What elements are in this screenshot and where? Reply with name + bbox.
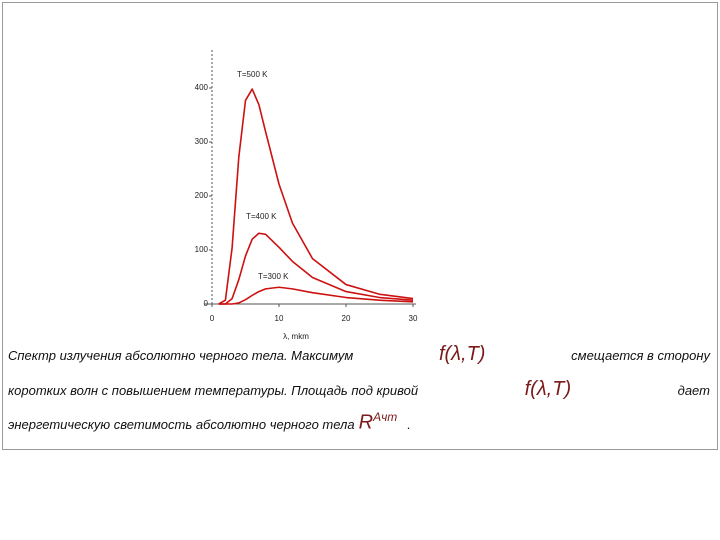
y-tick-label: 0 (204, 299, 209, 308)
caption-line: энергетическую светимость абсолютно черн… (8, 410, 710, 435)
x-tick-label: 0 (210, 314, 215, 323)
caption-text: смещается в сторону (571, 348, 710, 363)
chart: 0 100 200 300 400 0 10 20 30 λ, mkm T=500 K T=400 K… (195, 50, 418, 341)
caption-text: . (407, 416, 411, 432)
formula: f(λ,T) (438, 343, 486, 365)
caption-text: энергетическую светимость абсолютно черн… (8, 416, 355, 432)
curve-label: T=500 K (237, 70, 268, 79)
x-tick-label: 30 (409, 314, 418, 323)
curve-label: T=400 K (246, 212, 277, 221)
curve (218, 286, 414, 305)
caption-text: дает (677, 383, 710, 398)
y-tick-label: 300 (195, 137, 209, 146)
caption-text: коротких волн с повышением температуры. … (8, 383, 419, 398)
y-tick-label: 200 (195, 191, 209, 200)
formula-superscript: Ачт (373, 410, 398, 424)
caption-line: Спектр излучения абсолютно черного тела.… (8, 343, 710, 366)
formula-symbol: R (358, 411, 374, 434)
y-tick-label: 400 (195, 83, 209, 92)
formula: RАчт (359, 410, 398, 435)
caption-text: Спектр излучения абсолютно черного тела.… (8, 348, 354, 363)
x-axis-label: λ, mkm (283, 332, 309, 341)
curve (218, 232, 414, 305)
curve-label: T=300 K (258, 272, 289, 281)
slide-frame (2, 2, 718, 450)
caption-line: коротких волн с повышением температуры. … (8, 378, 710, 401)
curve (218, 88, 414, 305)
y-tick-label: 100 (195, 245, 209, 254)
formula: f(λ,T) (524, 378, 572, 400)
x-tick-label: 10 (275, 314, 284, 323)
x-tick-label: 20 (342, 314, 351, 323)
